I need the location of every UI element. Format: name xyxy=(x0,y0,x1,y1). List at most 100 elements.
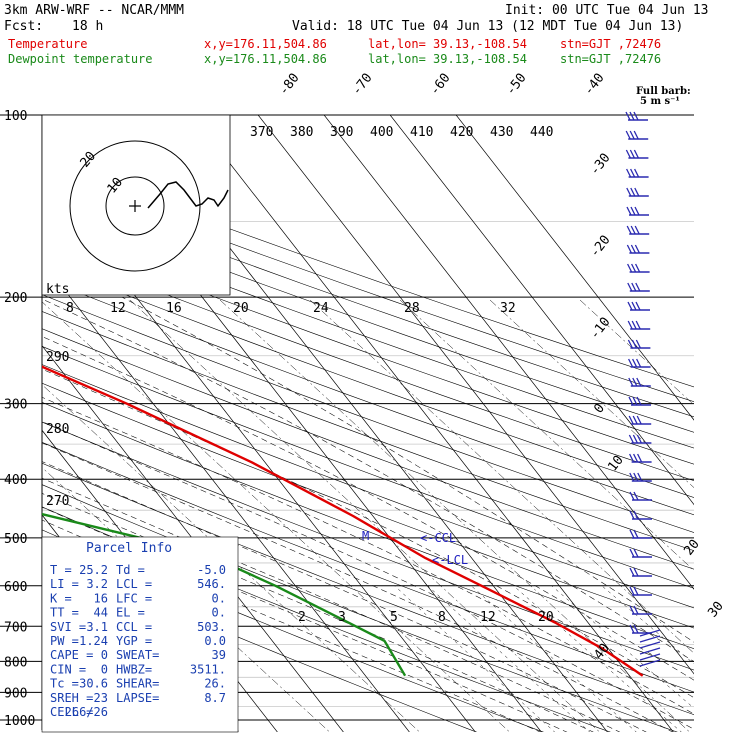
hodograph-ring-20 xyxy=(69,140,201,272)
legend-temperature-station: stn=GJT ,72476 xyxy=(560,37,661,51)
pressure-tick-label: 500 xyxy=(4,532,27,547)
moist-adiabat xyxy=(42,336,694,681)
full-barb-label: Full barb: xyxy=(636,86,691,97)
parcel-info-cell: 16 xyxy=(94,591,108,605)
dry-adiabat xyxy=(42,441,694,693)
pressure-tick-label: 400 xyxy=(4,473,27,488)
mixing-ratio-label: 2 xyxy=(298,610,306,625)
parcel-info-cell: CIN = xyxy=(50,662,86,676)
mixing-ratio-label: 20 xyxy=(538,610,554,625)
pressure-tick-label: 800 xyxy=(4,655,27,670)
moist-adiabat xyxy=(42,396,694,715)
parcel-info-cell: LI = xyxy=(50,577,79,591)
parcel-info-cell: Tc = xyxy=(50,677,79,691)
isotherm-line xyxy=(42,175,476,732)
theta-label: 380 xyxy=(290,125,313,140)
wind-barb xyxy=(627,320,651,330)
parcel-info-cell: 23 xyxy=(94,691,108,705)
wind-barb xyxy=(628,377,651,387)
dry-adiabat xyxy=(42,261,694,498)
parcel-info-cell: 1.24 xyxy=(79,634,108,648)
pressure-tick-label: 200 xyxy=(4,291,27,306)
wind-barb xyxy=(639,653,661,661)
pressure-tick-label: 300 xyxy=(4,398,27,413)
isotherm-line xyxy=(455,115,694,421)
parcel-info-cell: 26. xyxy=(204,677,226,691)
dry-adiabat xyxy=(42,382,694,629)
forecast-label: Fcst: xyxy=(4,19,43,34)
isotherm-label: 20 xyxy=(681,537,702,559)
dry-adiabat xyxy=(42,311,694,551)
legend-dewpoint-coords: x,y=176.11,504.86 xyxy=(204,52,327,66)
legend-dewpoint-station: stn=GJT ,72476 xyxy=(560,52,661,66)
wind-barb xyxy=(627,263,650,273)
wind-barb xyxy=(629,453,652,463)
moist-adiabat xyxy=(42,493,594,732)
wind-barb xyxy=(625,130,649,140)
parcel-info-cell: 0. xyxy=(212,591,226,605)
legend-temperature-coords: x,y=176.11,504.86 xyxy=(204,37,327,51)
isotherm-label: -70 xyxy=(349,71,375,99)
parcel-info-cell: 0 xyxy=(101,662,108,676)
parcel-info-cell: EL = xyxy=(116,606,145,620)
parcel-info-cell: CAPE = xyxy=(50,648,93,662)
legend-dewpoint-latlon: lat,lon= 39.13,-108.54 xyxy=(368,52,527,66)
theta-label: 420 xyxy=(450,125,473,140)
wind-sheet-line xyxy=(399,299,694,571)
isotherm-label: -60 xyxy=(427,71,453,99)
wind-barb-column xyxy=(625,111,661,667)
wind-barb xyxy=(626,187,649,197)
wind-barb xyxy=(627,301,650,311)
parcel-info-cell: 44 xyxy=(94,606,108,620)
wind-barb xyxy=(629,510,652,520)
sounding-series xyxy=(42,365,644,677)
wind-barb xyxy=(627,282,650,292)
mixing-ratio-label: 12 xyxy=(480,610,496,625)
isotherm-label: -40 xyxy=(581,71,607,99)
parcel-info-cell: 3.1 xyxy=(86,620,108,634)
wind-barb xyxy=(625,111,648,121)
dry-adiabat xyxy=(42,200,694,433)
wind-barb xyxy=(629,472,652,482)
wind-barb xyxy=(626,168,649,178)
wind-barb xyxy=(629,586,652,596)
parcel-info-cell: 546. xyxy=(197,577,226,591)
theta-label: 390 xyxy=(330,125,353,140)
wind-barb xyxy=(625,149,649,159)
wind-barb xyxy=(626,244,650,254)
wind-barb xyxy=(629,605,652,615)
wind-sheet-line xyxy=(309,299,694,654)
parcel-info-cell: TT = xyxy=(50,606,79,620)
isotherm-label: 10 xyxy=(605,453,626,475)
isotherm-label: -20 xyxy=(587,233,613,261)
isotherm-line xyxy=(257,115,694,675)
parcel-info-cell: 3511. xyxy=(190,662,226,676)
wind-barb xyxy=(626,225,650,235)
theta-label: 440 xyxy=(530,125,553,140)
parcel-info-cell: LAPSE= xyxy=(116,691,159,705)
theta-label: 370 xyxy=(250,125,273,140)
dry-adiabat xyxy=(42,421,694,671)
wind-sheet-line xyxy=(42,384,420,732)
theta-label: 410 xyxy=(410,125,433,140)
pressure-tick-label: 1000 xyxy=(4,714,35,729)
hodograph-units: kts xyxy=(46,282,69,297)
pressure-tick-label: 700 xyxy=(4,620,27,635)
upper-scale-label: 32 xyxy=(500,301,516,316)
dry-adiabat xyxy=(42,277,694,516)
parcel-info-cell: Td = xyxy=(116,563,145,577)
pressure-tick-label: 900 xyxy=(4,686,27,701)
parcel-info-cell: 0. xyxy=(212,606,226,620)
isotherm-label: -80 xyxy=(276,71,302,99)
mixing-ratio-line xyxy=(551,585,694,709)
hodograph-ring-10 xyxy=(105,176,165,236)
isotherm-label: 30 xyxy=(705,599,726,621)
dewpoint-series-line xyxy=(42,512,407,677)
parcel-info-cell: 0 xyxy=(101,648,108,662)
parcel-info-cell: PW = xyxy=(50,634,79,648)
moist-adiabat xyxy=(42,368,694,699)
ccl-marker: <-CCL xyxy=(420,531,456,545)
moist-adiabat xyxy=(42,298,694,662)
dry-adiabat xyxy=(42,172,694,403)
